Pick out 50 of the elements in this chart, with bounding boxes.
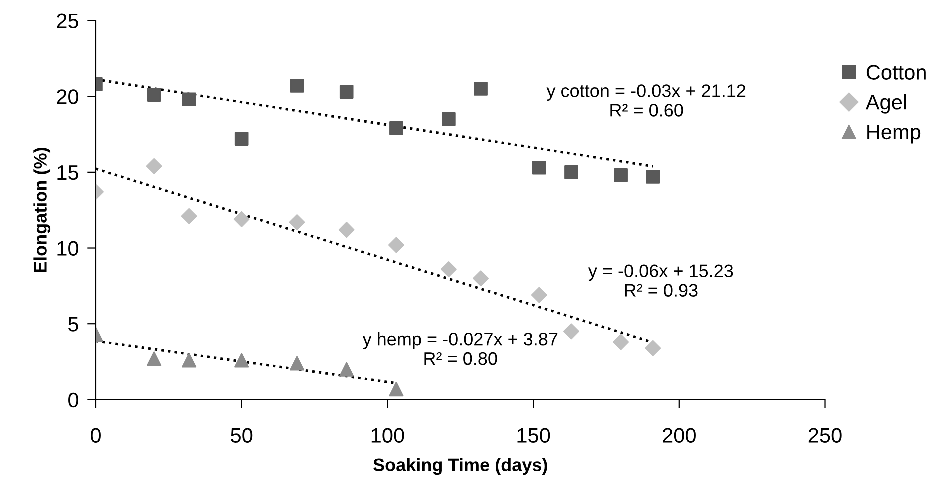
point	[390, 122, 404, 136]
point	[389, 382, 404, 397]
y-tick-label: 15	[58, 166, 78, 180]
point	[340, 362, 354, 377]
point	[234, 353, 250, 368]
y-tick-label: 10	[58, 241, 79, 256]
point	[442, 112, 456, 126]
point	[147, 88, 162, 102]
x-tick-label: 250	[808, 428, 842, 444]
point	[146, 158, 162, 174]
point	[147, 352, 162, 366]
point	[645, 340, 662, 356]
legend-label: Agel	[866, 94, 906, 114]
point	[563, 324, 580, 340]
annotation: y cotton = -0.03x + 21.12 R² = 0.60	[546, 84, 746, 117]
y-tick-label: 20	[57, 90, 79, 104]
x-axis-title: Soaking Time (days)	[374, 458, 548, 476]
point	[440, 262, 457, 278]
point	[181, 208, 198, 224]
x-tick-label: 50	[231, 428, 253, 444]
point	[473, 270, 490, 287]
x-tick-label: 0	[91, 428, 101, 444]
point	[289, 214, 306, 230]
x-tick-label: 100	[372, 428, 404, 444]
point	[388, 237, 404, 254]
point	[290, 356, 305, 371]
point	[182, 92, 196, 107]
point	[646, 170, 660, 184]
y-tick-label: 0	[68, 392, 78, 408]
point	[338, 222, 355, 238]
point	[532, 160, 546, 175]
point	[290, 79, 304, 93]
point	[340, 85, 354, 99]
point	[182, 353, 197, 368]
point	[564, 166, 578, 180]
point	[234, 132, 249, 146]
point	[531, 287, 548, 304]
x-tick-label: 200	[663, 428, 696, 444]
point	[234, 211, 250, 228]
point	[474, 82, 488, 96]
legend-label: Cotton	[866, 65, 926, 80]
legend-label: Hemp	[868, 125, 921, 144]
annotation: y = -0.06x + 15.23 R² = 0.93	[588, 264, 734, 297]
y-axis-title: Elongation (%)	[34, 148, 51, 272]
point	[614, 168, 628, 182]
annotation: y hemp = -0.027x + 3.87 R² = 0.80	[362, 332, 558, 366]
point	[613, 334, 630, 350]
x-tick-label: 150	[518, 428, 550, 444]
y-tick-label: 25	[57, 14, 78, 29]
y-tick-label: 5	[68, 317, 78, 332]
